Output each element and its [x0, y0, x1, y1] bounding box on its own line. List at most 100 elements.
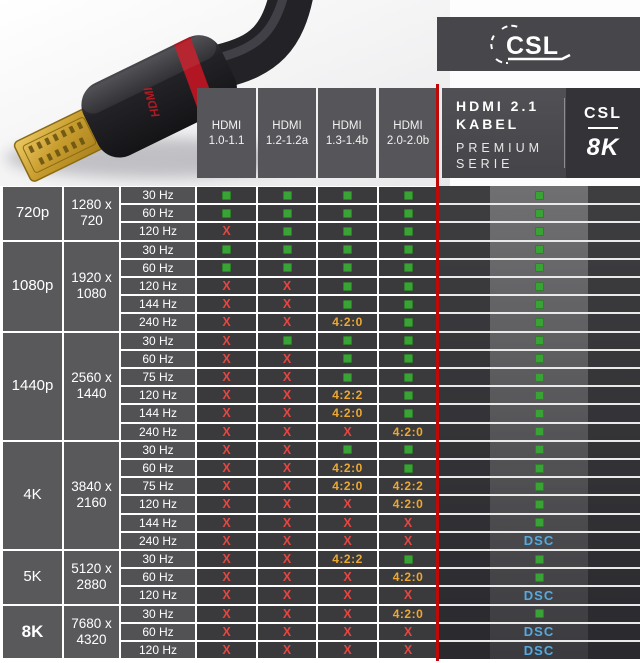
supported-icon: [534, 281, 544, 291]
row-separator: [438, 330, 640, 333]
not-supported-mark: X: [343, 588, 352, 603]
support-cell: X: [258, 405, 316, 422]
not-supported-mark: X: [282, 297, 292, 312]
support-cell: X: [197, 314, 256, 331]
csl-logo-box: CSL: [437, 17, 640, 71]
dsc-mark: DSC: [523, 587, 555, 603]
not-supported-mark: X: [282, 624, 292, 639]
support-cell: [379, 460, 437, 477]
supported-icon: [534, 427, 544, 437]
support-cell: [379, 296, 437, 313]
row-separator: [438, 585, 640, 588]
support-cell-hdmi21: [505, 441, 573, 459]
support-cell-hdmi21: [505, 295, 573, 313]
refresh-rate-cell: 30 Hz: [121, 187, 195, 204]
row-separator: [438, 567, 640, 570]
support-cell: [379, 187, 437, 204]
not-supported-mark: X: [282, 552, 292, 567]
supported-icon: [534, 481, 544, 491]
supported-icon: [343, 226, 352, 236]
support-cell: X: [197, 350, 256, 367]
support-cell: X: [197, 642, 256, 659]
support-cell: X: [258, 350, 316, 367]
support-cell: X: [318, 605, 377, 622]
support-cell: [197, 205, 256, 222]
not-supported-mark: X: [222, 570, 231, 585]
refresh-rate-cell: 60 Hz: [121, 623, 195, 640]
row-separator: [438, 276, 640, 278]
support-cell: 4:2:2: [379, 478, 437, 495]
support-cell: [318, 332, 377, 349]
refresh-rate-cell: 120 Hz: [121, 642, 195, 659]
not-supported-mark: X: [222, 643, 231, 658]
supported-icon: [534, 226, 544, 236]
supported-icon: [343, 336, 352, 346]
support-cell: X: [258, 460, 316, 477]
support-cell: [379, 259, 437, 276]
support-cell: X: [379, 514, 437, 531]
version-line1: HDMI: [393, 119, 423, 132]
column-header-hdmi-1.2-1.2a: HDMI 1.2-1.2a: [258, 88, 316, 178]
not-supported-mark: X: [282, 442, 292, 457]
badge-resolution: 8K: [586, 133, 620, 161]
support-cell: [379, 278, 437, 295]
not-supported-mark: X: [222, 533, 231, 548]
resolution-pixels-label: 7680 x 4320: [64, 605, 119, 659]
support-cell: [318, 369, 377, 386]
not-supported-mark: X: [282, 515, 292, 530]
row-separator: [438, 549, 640, 551]
chroma-subsampling-mark: 4:2:2: [332, 388, 363, 403]
refresh-rate-cell: 30 Hz: [121, 605, 195, 622]
chroma-subsampling-mark: 4:2:0: [332, 479, 363, 494]
support-cell: X: [318, 587, 377, 604]
support-cell-hdmi21: [505, 550, 573, 568]
refresh-rate-cell: 144 Hz: [121, 514, 195, 531]
support-cell: [318, 441, 377, 458]
support-cell-hdmi21: [505, 423, 573, 441]
not-supported-mark: X: [282, 424, 292, 439]
supported-icon: [403, 463, 413, 473]
support-cell: X: [258, 314, 316, 331]
support-cell-hdmi21: [505, 368, 573, 386]
supported-icon: [403, 299, 413, 309]
supported-icon: [222, 208, 231, 218]
refresh-rate-cell: 60 Hz: [121, 350, 195, 367]
row-separator: [438, 530, 640, 533]
not-supported-mark: X: [222, 588, 231, 603]
chroma-subsampling-mark: 4:2:0: [332, 315, 363, 330]
refresh-rate-cell: 144 Hz: [121, 405, 195, 422]
not-supported-mark: X: [222, 315, 231, 330]
not-supported-mark: X: [222, 497, 231, 512]
supported-icon: [534, 372, 544, 382]
support-cell: X: [258, 514, 316, 531]
supported-icon: [282, 263, 292, 273]
premium-title-line2: KABEL: [456, 116, 520, 132]
refresh-rate-cell: 120 Hz: [121, 278, 195, 295]
dsc-mark: DSC: [523, 533, 555, 549]
supported-icon: [534, 390, 544, 400]
not-supported-mark: X: [282, 497, 292, 512]
support-cell: [379, 314, 437, 331]
row-separator: [438, 239, 640, 242]
support-cell: X: [197, 460, 256, 477]
chroma-subsampling-mark: 4:2:0: [392, 497, 424, 512]
hdmi21-divider-line: [436, 84, 439, 661]
dsc-mark: DSC: [523, 642, 555, 658]
support-cell: X: [258, 569, 316, 586]
refresh-rate-cell: 240 Hz: [121, 314, 195, 331]
supported-icon: [534, 609, 544, 619]
not-supported-mark: X: [282, 479, 292, 494]
row-separator: [438, 257, 640, 260]
refresh-rate-cell: 240 Hz: [121, 532, 195, 549]
supported-icon: [222, 263, 231, 273]
support-cell: X: [258, 623, 316, 640]
not-supported-mark: X: [403, 533, 413, 548]
version-line1: HDMI: [272, 119, 302, 132]
not-supported-mark: X: [282, 315, 292, 330]
support-cell: X: [318, 642, 377, 659]
row-separator: [438, 367, 640, 369]
supported-icon: [403, 445, 413, 455]
chroma-subsampling-mark: 4:2:0: [392, 570, 424, 585]
not-supported-mark: X: [403, 624, 413, 639]
row-separator: [438, 221, 640, 224]
